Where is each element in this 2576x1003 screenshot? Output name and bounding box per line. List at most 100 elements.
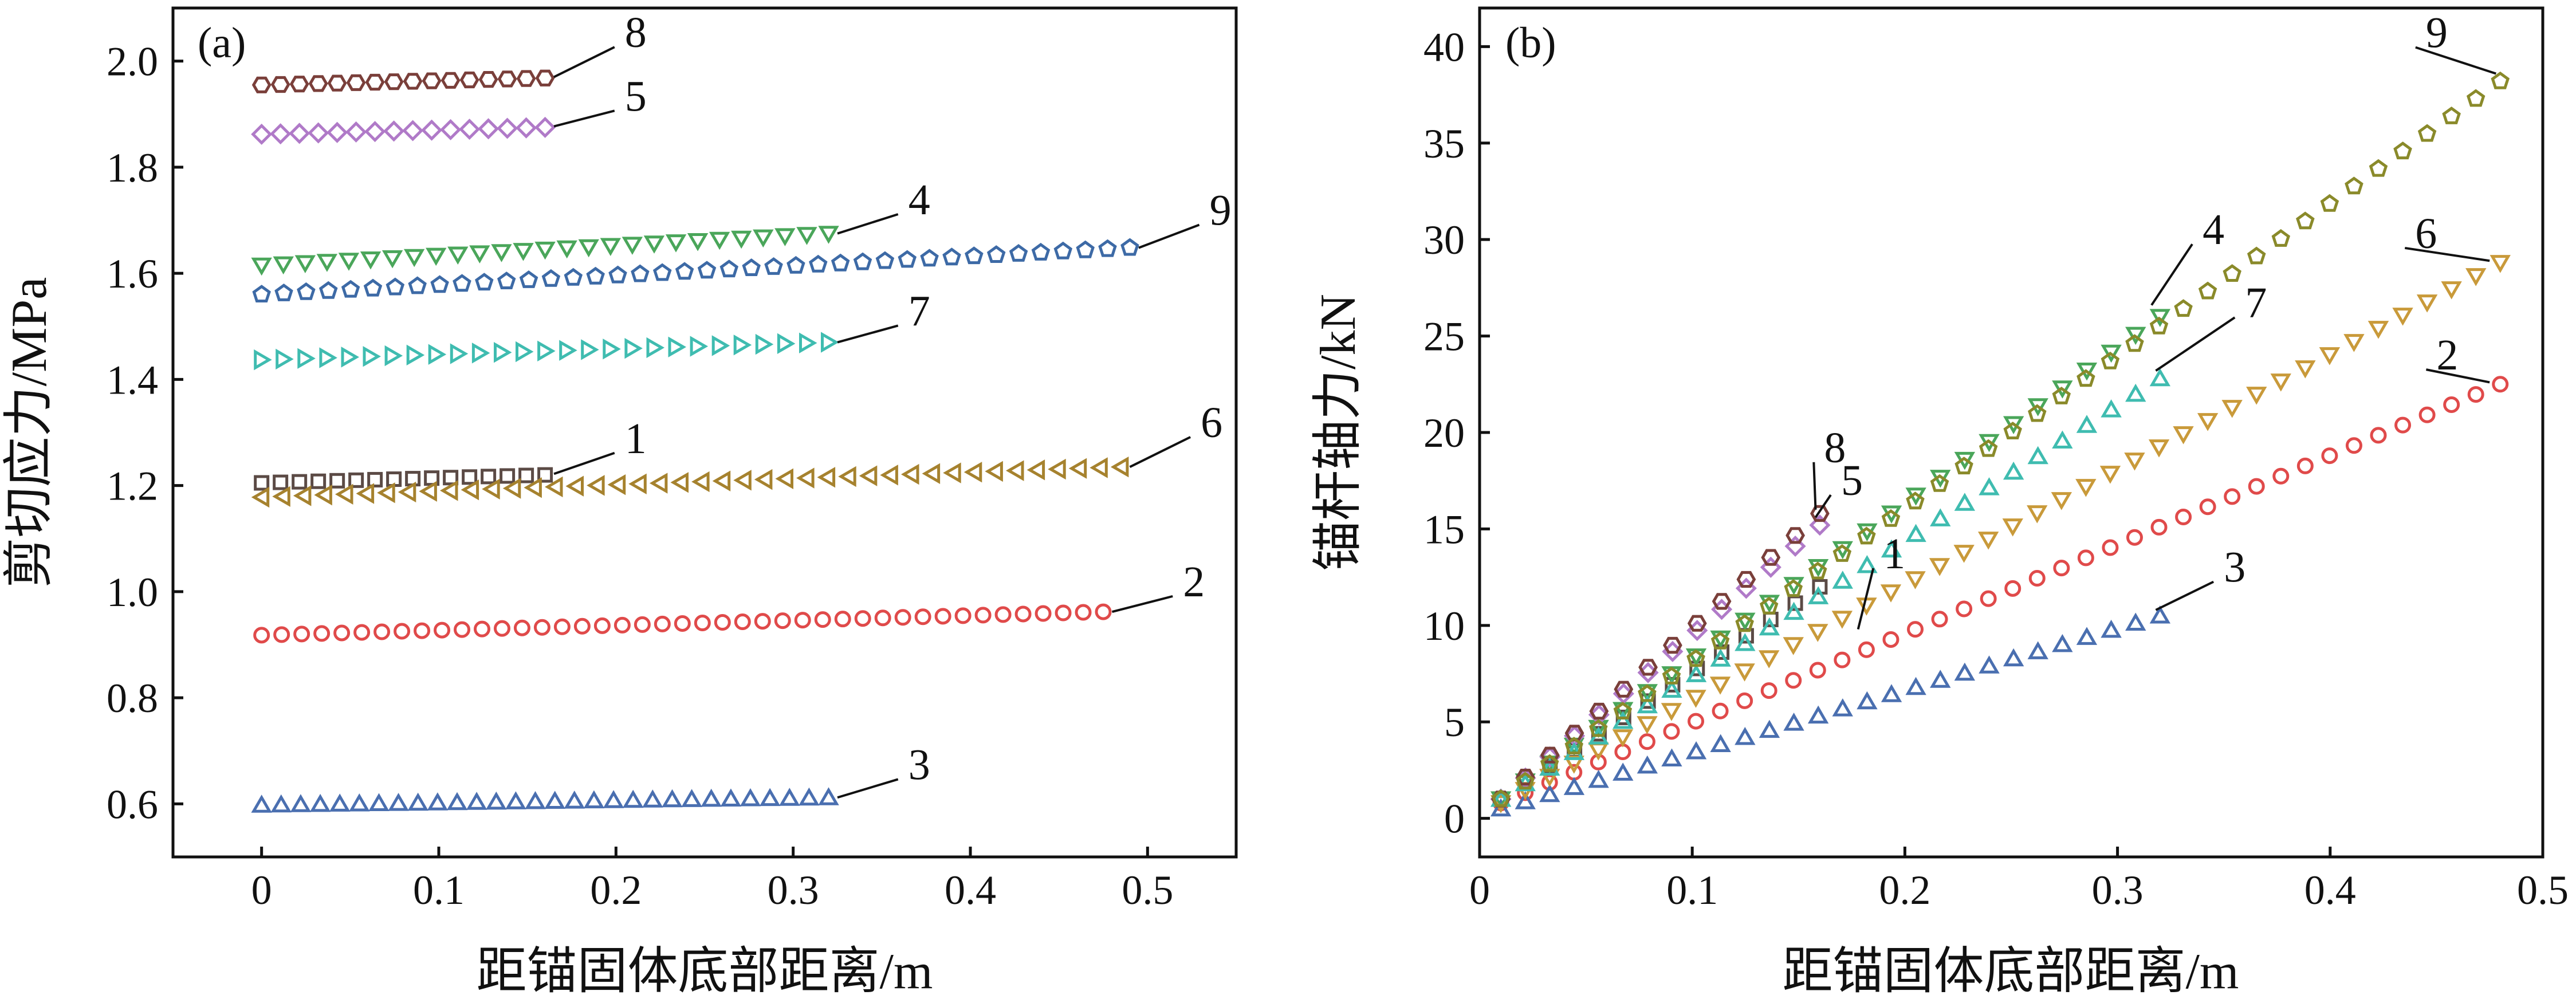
data-point	[2124, 453, 2145, 471]
data-point	[386, 277, 405, 296]
data-point	[481, 469, 497, 485]
data-point	[2392, 308, 2413, 326]
data-point	[2198, 281, 2217, 300]
data-point	[516, 70, 536, 87]
data-point	[407, 792, 428, 811]
panel-b-leader-line-4	[2150, 243, 2193, 306]
data-point	[2102, 539, 2119, 556]
data-point	[2465, 268, 2487, 286]
data-point	[2126, 529, 2143, 546]
data-point	[338, 253, 360, 271]
panel-b-x-tick-label: 0.5	[2517, 867, 2569, 913]
data-point	[2441, 281, 2462, 300]
data-point	[1979, 477, 2000, 495]
data-point	[2101, 351, 2120, 369]
data-point	[2027, 505, 2048, 524]
data-point	[1832, 544, 1852, 562]
data-point	[1564, 737, 1584, 755]
data-point	[2004, 580, 2022, 597]
data-point	[1098, 239, 1117, 257]
data-point	[755, 333, 774, 355]
data-point	[2173, 426, 2194, 445]
data-point	[834, 611, 851, 628]
panel-a-x-tick-label: 0.2	[590, 867, 642, 913]
data-point	[2125, 327, 2146, 345]
panel-a-leader-line-9	[1138, 223, 1200, 249]
data-point	[327, 121, 348, 143]
data-point	[1832, 698, 1853, 717]
data-point	[2027, 641, 2048, 659]
data-point	[427, 792, 449, 811]
data-point	[1736, 571, 1756, 588]
data-point	[1809, 514, 1831, 536]
data-point	[2101, 619, 2122, 638]
data-point	[764, 257, 783, 275]
data-point	[1807, 705, 1829, 724]
data-point	[1053, 241, 1073, 259]
data-point	[1710, 734, 1731, 752]
data-point	[443, 470, 459, 486]
data-point	[1880, 584, 1902, 603]
data-point	[535, 69, 555, 86]
panel-a-series-4	[251, 226, 839, 276]
panel-a-frame	[171, 6, 1238, 859]
data-point	[742, 258, 761, 276]
panel-a-curve-label-3: 3	[909, 741, 930, 789]
data-point	[1930, 670, 1951, 688]
data-point	[348, 472, 364, 488]
data-point	[733, 335, 752, 356]
data-point	[1760, 556, 1781, 578]
data-point	[500, 468, 516, 484]
panel-a-series-3	[251, 787, 839, 813]
data-point	[329, 793, 351, 812]
data-point	[293, 626, 310, 643]
panel-b-curve-label-7: 7	[2245, 279, 2267, 327]
data-point	[1539, 757, 1560, 776]
data-point	[297, 282, 316, 300]
panel-a-y-tick-label: 0.6	[107, 781, 158, 827]
data-point	[649, 473, 668, 494]
panel-b-series-9	[1491, 71, 2510, 807]
data-point	[1930, 508, 1951, 526]
data-point	[525, 790, 546, 809]
data-point	[754, 469, 773, 490]
data-point	[2099, 466, 2121, 484]
data-point	[2002, 518, 2023, 537]
data-point	[1638, 684, 1657, 702]
data-point	[1834, 651, 1851, 668]
panel-b-curve-label-6: 6	[2415, 210, 2437, 258]
data-point	[697, 261, 717, 279]
panel-a-series-2	[253, 603, 1112, 644]
data-point	[709, 231, 730, 250]
data-point	[2052, 387, 2071, 404]
data-point	[2490, 255, 2511, 273]
data-point	[2003, 648, 2024, 667]
panel-a-leader-line-4	[837, 213, 899, 235]
data-point	[559, 340, 577, 361]
panel-b-curve-labels: 2 3 4 5 6 7 8 9 1	[1812, 9, 2496, 630]
data-point	[603, 339, 621, 360]
data-point	[1589, 702, 1609, 720]
panel-b-x-axis-label: 距锚固体底部距离/m	[1783, 944, 2239, 1000]
data-point	[2320, 194, 2339, 212]
data-point	[1710, 631, 1730, 650]
panel-a-curve-label-8: 8	[625, 9, 647, 57]
data-point	[2295, 360, 2316, 379]
data-point	[1929, 558, 1950, 576]
data-point	[1491, 789, 1511, 807]
panel-b-series-3	[1490, 605, 2171, 817]
data-point	[753, 229, 774, 248]
data-point	[434, 622, 451, 639]
data-point	[2367, 321, 2389, 339]
data-point	[439, 480, 458, 501]
panel-a-series-1	[254, 467, 553, 491]
data-point	[1831, 611, 1853, 629]
panel-b-y-tick-label: 15	[1423, 506, 1465, 552]
data-point	[2028, 570, 2046, 587]
panel-a-y-tick-label: 1.2	[107, 463, 158, 509]
data-point	[2027, 446, 2048, 465]
data-point	[544, 790, 565, 809]
data-point	[2052, 634, 2073, 652]
data-point	[2418, 406, 2436, 423]
panel-a-y-axis-label: 剪切应力/MPa	[2, 277, 57, 588]
